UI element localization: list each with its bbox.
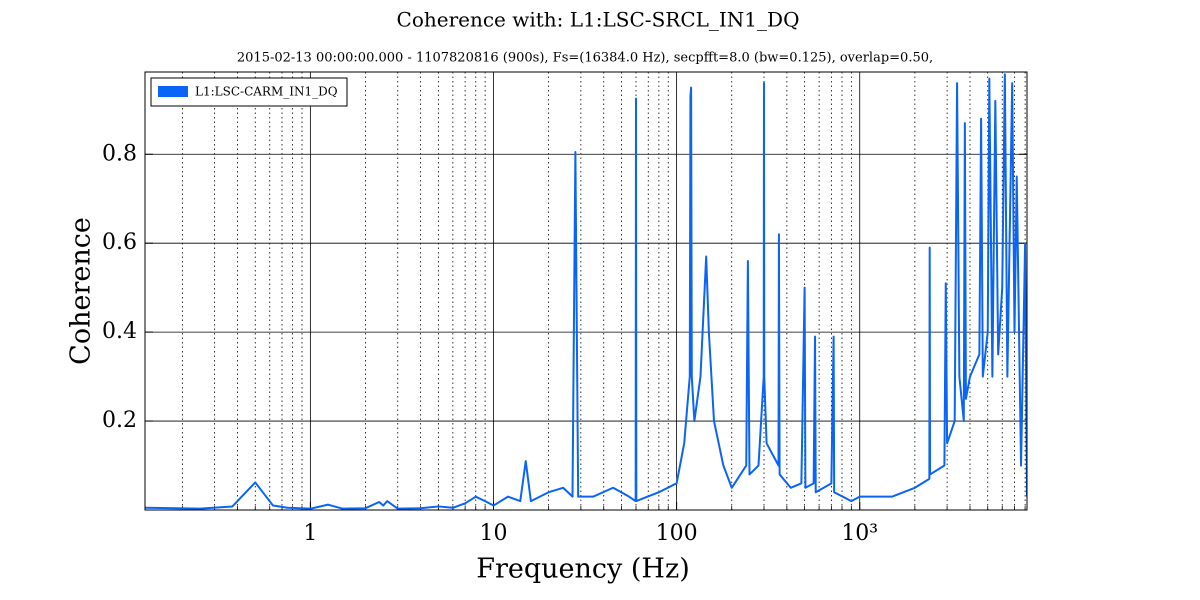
x-tick-label: 10: [479, 521, 507, 546]
x-axis-label: Frequency (Hz): [476, 554, 689, 585]
legend-swatch: [158, 86, 188, 97]
chart-title: Coherence with: L1:LSC-SRCL_IN1_DQ: [397, 8, 800, 32]
y-tick-label: 0.8: [102, 141, 137, 166]
x-tick-label: 10³: [841, 521, 878, 546]
y-tick-label: 0.2: [102, 408, 137, 433]
plot-frame: [144, 71, 1028, 511]
x-tick-label: 100: [656, 521, 698, 546]
chart-subtitle: 2015-02-13 00:00:00.000 - 1107820816 (90…: [237, 51, 933, 66]
y-tick-label: 0.6: [102, 230, 137, 255]
series-line: [145, 73, 1027, 510]
legend-label: L1:LSC-CARM_IN1_DQ: [195, 85, 338, 99]
y-tick-label: 0.4: [102, 319, 137, 344]
y-axis-label: Coherence: [66, 217, 97, 365]
x-tick-label: 1: [303, 521, 317, 546]
